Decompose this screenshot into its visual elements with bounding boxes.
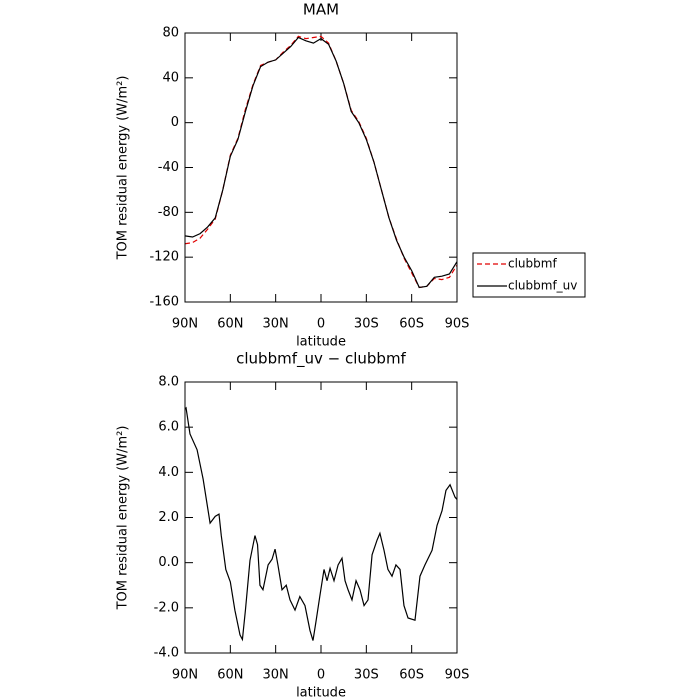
x-tick-label: 60N: [217, 668, 243, 683]
y-tick-label: 2.0: [158, 510, 179, 525]
line-series: [184, 35, 458, 289]
y-tick-label: -4.0: [154, 646, 179, 661]
y-axis-label: TOM residual energy (W/m²): [116, 76, 131, 261]
x-tick-label: 90S: [445, 317, 470, 332]
x-tick-label: 0: [317, 317, 325, 332]
y-tick-label: -80: [158, 205, 179, 220]
x-tick-label: 90N: [172, 317, 198, 332]
y-tick-label: -40: [158, 160, 179, 175]
x-tick-label: 90N: [172, 668, 198, 683]
y-tick-label: 6.0: [158, 420, 179, 435]
x-tick-label: 60S: [399, 317, 424, 332]
y-tick-label: 4.0: [158, 465, 179, 480]
y-tick-label: 8.0: [158, 375, 179, 390]
x-tick-label: 30S: [354, 317, 379, 332]
x-tick-label: 30N: [263, 668, 289, 683]
x-tick-label: 0: [317, 668, 325, 683]
legend-label: clubbmf_uv: [508, 279, 577, 293]
y-tick-label: -120: [149, 250, 179, 265]
y-tick-label: -160: [149, 295, 179, 310]
line-series: [184, 406, 458, 642]
y-axis-label: TOM residual energy (W/m²): [116, 426, 131, 611]
x-axis-label: latitude: [296, 686, 346, 700]
x-tick-label: 30N: [263, 317, 289, 332]
plot-frame: [184, 381, 458, 654]
x-tick-label: 30S: [354, 668, 379, 683]
legend-box: [472, 252, 586, 298]
chart-title: MAM: [303, 1, 339, 19]
y-tick-label: -2.0: [154, 600, 179, 615]
x-tick-label: 60S: [399, 668, 424, 683]
line-series: [184, 36, 458, 289]
legend-label: clubbmf: [508, 257, 557, 271]
y-tick-label: 0: [171, 115, 179, 130]
y-tick-label: 80: [162, 26, 179, 41]
y-tick-label: 40: [162, 70, 179, 85]
chart-title: clubbmf_uv − clubbmf: [236, 350, 406, 369]
x-axis-label: latitude: [296, 335, 346, 350]
x-tick-label: 90S: [445, 668, 470, 683]
x-tick-label: 60N: [217, 317, 243, 332]
plot-frame: [184, 32, 458, 303]
y-tick-label: 0.0: [158, 555, 179, 570]
